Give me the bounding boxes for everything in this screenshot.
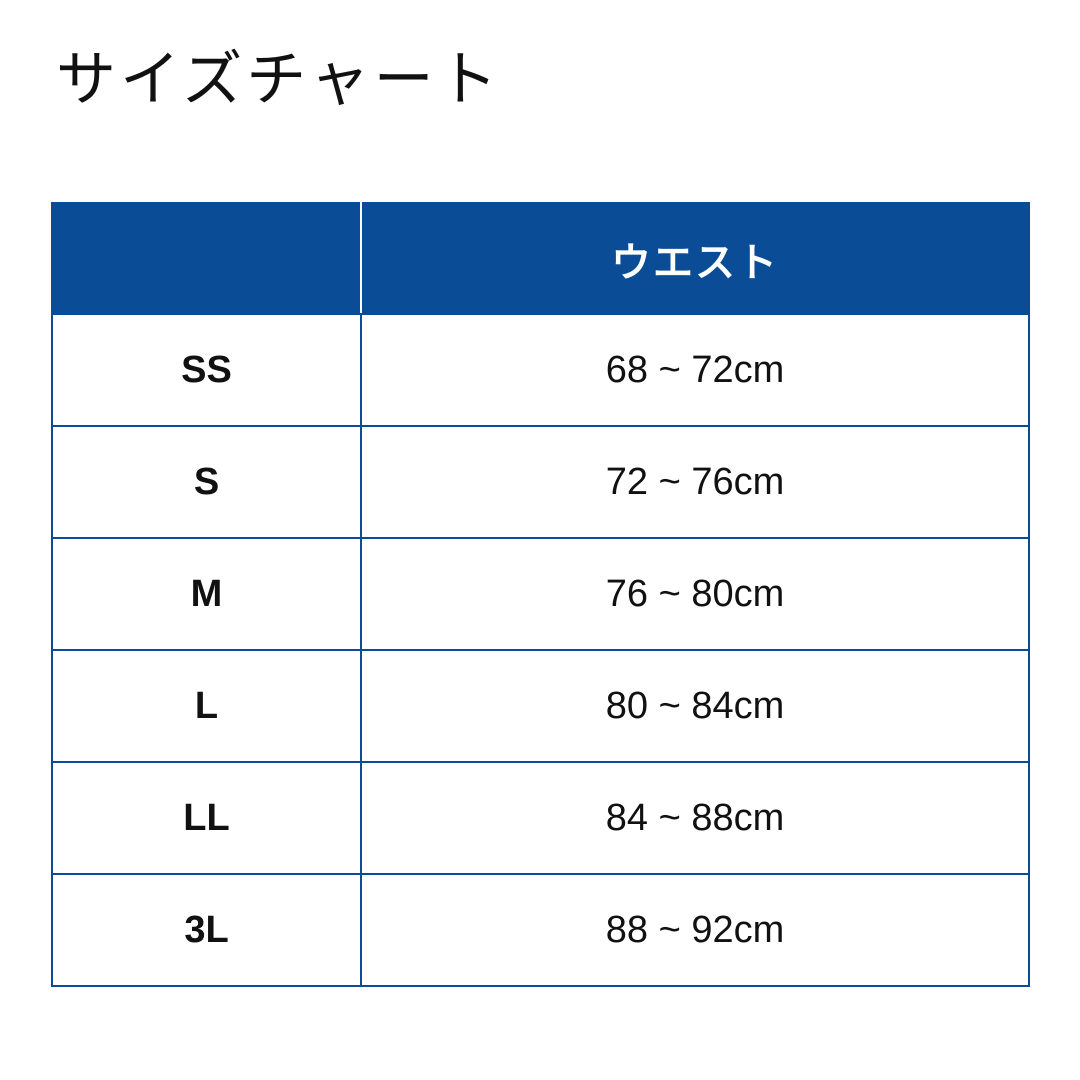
header-row: ウエスト	[51, 202, 1030, 315]
table-row: LL 84 ~ 88cm	[51, 761, 1030, 875]
size-chart-table: ウエスト SS 68 ~ 72cm S 72 ~ 76cm M 76 ~ 80cm L…	[51, 202, 1030, 987]
table-row: M 76 ~ 80cm	[51, 537, 1030, 651]
size-cell: S	[51, 425, 362, 539]
size-cell: SS	[51, 313, 362, 427]
table-row: 3L 88 ~ 92cm	[51, 873, 1030, 987]
waist-cell: 72 ~ 76cm	[360, 425, 1030, 539]
waist-cell: 84 ~ 88cm	[360, 761, 1030, 875]
size-cell: LL	[51, 761, 362, 875]
table-row: L 80 ~ 84cm	[51, 649, 1030, 763]
size-cell: 3L	[51, 873, 362, 987]
header-waist: ウエスト	[360, 202, 1030, 315]
waist-cell: 88 ~ 92cm	[360, 873, 1030, 987]
waist-cell: 80 ~ 84cm	[360, 649, 1030, 763]
table-row: S 72 ~ 76cm	[51, 425, 1030, 539]
waist-cell: 68 ~ 72cm	[360, 313, 1030, 427]
size-cell: M	[51, 537, 362, 651]
table-row: SS 68 ~ 72cm	[51, 313, 1030, 427]
size-cell: L	[51, 649, 362, 763]
page-title: サイズチャート	[56, 45, 502, 115]
header-size	[51, 202, 362, 315]
waist-cell: 76 ~ 80cm	[360, 537, 1030, 651]
